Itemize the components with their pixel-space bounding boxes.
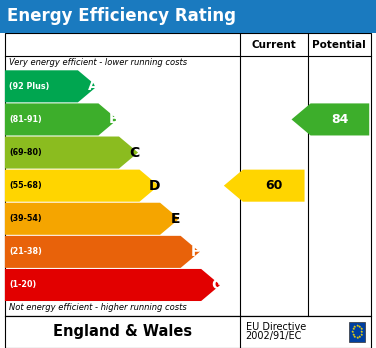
Text: Very energy efficient - lower running costs: Very energy efficient - lower running co… <box>9 58 187 67</box>
Text: Potential: Potential <box>312 40 366 49</box>
Text: EU Directive: EU Directive <box>246 322 306 332</box>
Text: C: C <box>129 145 139 159</box>
Text: ★: ★ <box>359 327 363 331</box>
Text: G: G <box>211 278 222 292</box>
Text: (55-68): (55-68) <box>9 181 42 190</box>
Polygon shape <box>5 103 118 135</box>
Text: Current: Current <box>251 40 296 49</box>
Polygon shape <box>5 236 200 268</box>
Text: 2002/91/EC: 2002/91/EC <box>246 331 302 341</box>
Text: ★: ★ <box>352 333 355 337</box>
Text: ★: ★ <box>353 335 357 339</box>
Polygon shape <box>5 269 220 301</box>
Text: (92 Plus): (92 Plus) <box>9 82 50 91</box>
Text: ★: ★ <box>353 325 357 329</box>
Polygon shape <box>5 169 159 202</box>
Bar <box>349 322 365 342</box>
Text: B: B <box>108 112 119 126</box>
Text: (81-91): (81-91) <box>9 115 42 124</box>
Text: Energy Efficiency Rating: Energy Efficiency Rating <box>7 7 236 25</box>
Polygon shape <box>291 103 369 135</box>
Text: ★: ★ <box>351 330 355 334</box>
Polygon shape <box>5 136 138 168</box>
Bar <box>0 0 376 33</box>
Text: (21-38): (21-38) <box>9 247 42 256</box>
Text: ★: ★ <box>358 325 361 329</box>
Text: A: A <box>88 79 99 93</box>
Text: E: E <box>171 212 180 226</box>
Text: ★: ★ <box>359 333 363 337</box>
Text: ★: ★ <box>352 327 355 331</box>
Text: 84: 84 <box>331 113 349 126</box>
Polygon shape <box>5 203 179 235</box>
Text: 60: 60 <box>265 179 282 192</box>
Text: ★: ★ <box>360 330 364 334</box>
Text: D: D <box>149 179 161 193</box>
Text: England & Wales: England & Wales <box>53 324 192 340</box>
Text: ★: ★ <box>355 336 359 340</box>
Text: (39-54): (39-54) <box>9 214 42 223</box>
Text: (1-20): (1-20) <box>9 280 36 290</box>
Text: F: F <box>191 245 201 259</box>
Text: ★: ★ <box>355 324 359 328</box>
Text: (69-80): (69-80) <box>9 148 42 157</box>
Text: Not energy efficient - higher running costs: Not energy efficient - higher running co… <box>9 303 186 312</box>
Bar <box>5 316 371 348</box>
Bar <box>5 33 371 316</box>
Text: ★: ★ <box>358 335 361 339</box>
Polygon shape <box>5 70 97 102</box>
Polygon shape <box>224 169 305 202</box>
